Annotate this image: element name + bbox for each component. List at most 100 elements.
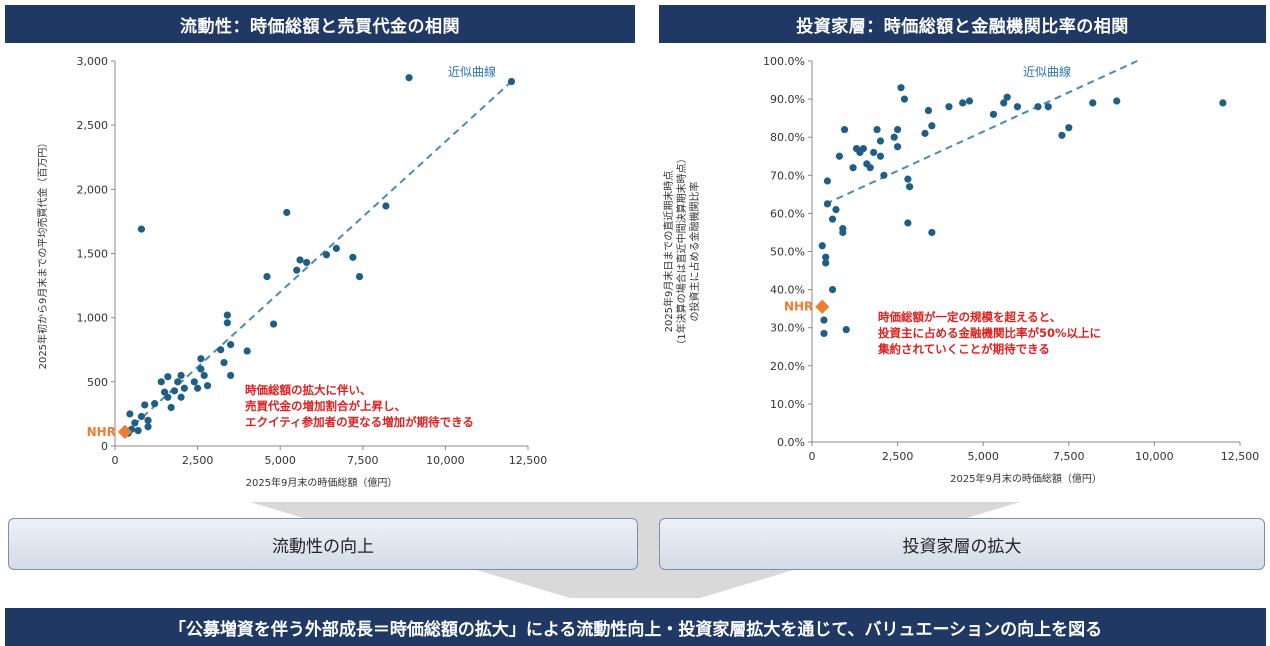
data-point bbox=[227, 341, 235, 349]
data-point bbox=[332, 244, 340, 252]
data-point bbox=[959, 99, 967, 107]
x-tick-label: 0 bbox=[809, 450, 816, 463]
data-point bbox=[322, 251, 331, 259]
liquidity-improvement-box: 流動性の向上 bbox=[8, 518, 638, 570]
data-point bbox=[880, 171, 888, 179]
data-point bbox=[876, 137, 885, 145]
data-point bbox=[894, 143, 902, 151]
trendline bbox=[124, 80, 513, 434]
data-point bbox=[1044, 103, 1052, 111]
data-point bbox=[197, 355, 205, 363]
data-point bbox=[167, 403, 175, 412]
data-point bbox=[144, 416, 152, 424]
x-tick-label: 10,000 bbox=[1135, 450, 1174, 463]
x-tick-label: 10,000 bbox=[426, 454, 465, 467]
data-point bbox=[924, 106, 933, 115]
y-axis-title: （1年決算の場合は直近中間決算期末時点） bbox=[675, 153, 688, 349]
data-point bbox=[349, 253, 357, 261]
data-point bbox=[866, 164, 874, 172]
data-point bbox=[820, 316, 828, 324]
data-point bbox=[1000, 99, 1008, 107]
data-point bbox=[965, 97, 974, 105]
data-point bbox=[828, 286, 837, 294]
data-point bbox=[227, 371, 235, 380]
data-point bbox=[405, 74, 413, 82]
data-point bbox=[126, 410, 134, 418]
data-point bbox=[876, 152, 885, 160]
data-point bbox=[1034, 103, 1042, 111]
data-point bbox=[170, 387, 179, 395]
y-tick-label: 50.0% bbox=[770, 246, 805, 259]
data-point bbox=[269, 320, 278, 328]
data-point bbox=[822, 259, 830, 267]
data-point bbox=[1058, 131, 1066, 139]
data-point bbox=[1003, 93, 1011, 101]
data-point bbox=[164, 393, 172, 401]
data-point bbox=[904, 219, 912, 227]
annotation-line: 売買代金の増加割合が上昇し、 bbox=[245, 399, 406, 413]
data-point bbox=[303, 258, 311, 267]
data-point bbox=[382, 202, 390, 210]
trendline bbox=[825, 60, 1138, 205]
left-panel-title: 流動性：時価総額と売買代金の相関 bbox=[5, 5, 635, 43]
data-point bbox=[151, 400, 159, 408]
x-tick-label: 7,500 bbox=[347, 454, 379, 467]
trendline-label: 近似曲線 bbox=[1023, 64, 1071, 79]
data-point bbox=[822, 253, 830, 261]
data-point bbox=[905, 183, 914, 191]
y-axis-title: 2025年9月末日までの直近期末時点 bbox=[662, 171, 675, 333]
investor-scatter-chart: 0.0% 10.0% 20.0% 30.0% 40.0% 50.0% 60.0% 70.0% 8… bbox=[662, 55, 1260, 485]
y-tick-label: 30.0% bbox=[770, 322, 805, 335]
data-point bbox=[293, 266, 301, 274]
nhr-label: NHR bbox=[784, 300, 813, 314]
data-point bbox=[164, 373, 172, 381]
data-point bbox=[190, 378, 198, 386]
data-point bbox=[223, 319, 231, 327]
data-point bbox=[1013, 103, 1022, 111]
data-point bbox=[223, 311, 231, 319]
right-panel-title: 投資家層：時価総額と金融機関比率の相関 bbox=[659, 5, 1266, 43]
data-point bbox=[835, 152, 843, 160]
data-point bbox=[859, 145, 867, 153]
data-point bbox=[873, 125, 881, 134]
data-point bbox=[220, 358, 228, 367]
y-tick-label: 0 bbox=[101, 440, 108, 453]
data-point bbox=[141, 401, 149, 409]
data-point bbox=[1219, 99, 1227, 107]
x-axis-title: 2025年9月末の時価総額（億円） bbox=[246, 476, 398, 489]
nhr-label: NHR bbox=[87, 425, 116, 439]
data-point bbox=[144, 423, 152, 431]
data-point bbox=[180, 384, 188, 392]
y-tick-label: 0.0% bbox=[777, 436, 805, 449]
nhr-marker bbox=[815, 299, 830, 314]
y-axis-title: 2025年初から9月末までの平均売買代金（百万円） bbox=[36, 138, 49, 370]
y-tick-label: 80.0% bbox=[770, 131, 805, 144]
data-point bbox=[823, 200, 832, 208]
x-tick-label: 5,000 bbox=[967, 450, 999, 463]
y-tick-label: 2,000 bbox=[77, 183, 109, 196]
data-point bbox=[839, 225, 847, 233]
data-point bbox=[263, 273, 271, 281]
x-tick-label: 12,500 bbox=[1221, 450, 1260, 463]
data-point bbox=[928, 228, 936, 237]
annotation-line: 集約されていくことが期待できる bbox=[877, 342, 1050, 356]
data-point bbox=[137, 225, 146, 233]
data-point bbox=[818, 242, 826, 250]
data-point bbox=[355, 273, 364, 281]
trendline-label: 近似曲線 bbox=[448, 64, 496, 79]
data-point bbox=[823, 177, 832, 185]
y-axis-title: の投資主に占める金融機関比率 bbox=[688, 182, 701, 322]
x-tick-label: 7,500 bbox=[1053, 450, 1085, 463]
data-point bbox=[283, 208, 291, 217]
data-point bbox=[131, 419, 139, 427]
data-point bbox=[989, 110, 998, 118]
data-point bbox=[160, 388, 169, 396]
data-point bbox=[194, 384, 202, 392]
y-tick-label: 1,000 bbox=[77, 312, 109, 325]
data-point bbox=[904, 175, 912, 183]
data-point bbox=[197, 365, 205, 373]
data-point bbox=[900, 95, 909, 103]
data-point bbox=[1089, 99, 1097, 107]
y-tick-label: 40.0% bbox=[770, 284, 805, 297]
nhr-marker bbox=[117, 424, 132, 439]
